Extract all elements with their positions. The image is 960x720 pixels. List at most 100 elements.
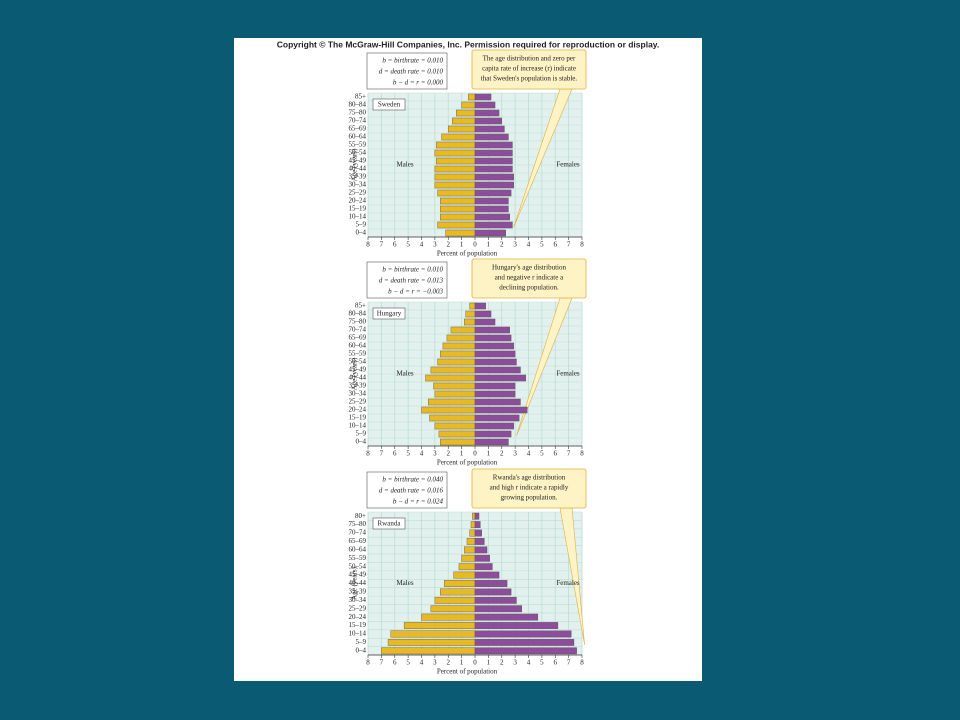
bar — [474, 149, 513, 157]
x-tick-label: 2 — [500, 241, 504, 249]
bar — [466, 538, 476, 545]
formula: b − d = r = 0.024 — [393, 498, 444, 506]
callout-text: declining population. — [499, 284, 559, 292]
y-tick-label: 5–9 — [356, 638, 367, 646]
bar — [474, 398, 521, 406]
x-tick-label: 7 — [380, 659, 384, 667]
x-tick-label: 6 — [393, 659, 397, 667]
y-tick-label: 60–64 — [349, 545, 367, 553]
bar — [474, 605, 523, 613]
y-tick-label: 40–44 — [349, 579, 367, 587]
x-tick-label: 2 — [447, 450, 451, 458]
formula-box — [366, 261, 448, 299]
bar — [434, 149, 476, 157]
x-tick-label: 2 — [500, 659, 504, 667]
bar — [474, 133, 509, 141]
country-box — [372, 98, 406, 111]
bar — [440, 205, 476, 213]
bar — [474, 326, 510, 334]
country-label: Sweden — [378, 101, 401, 109]
country-box — [372, 517, 406, 530]
callout-box — [471, 468, 587, 509]
y-tick-label: 55–59 — [349, 141, 367, 149]
bar — [474, 350, 516, 358]
bar — [474, 342, 514, 350]
x-tick-label: 6 — [393, 241, 397, 249]
bar — [474, 630, 572, 638]
bar — [381, 647, 476, 655]
bar — [434, 165, 476, 173]
bar — [430, 366, 476, 374]
bar — [472, 512, 476, 520]
bar — [403, 622, 476, 629]
bar — [421, 406, 476, 414]
y-tick-label: 25–29 — [349, 398, 367, 406]
y-tick-label: 60–64 — [349, 133, 367, 141]
bar — [442, 342, 476, 350]
bar — [474, 563, 493, 571]
x-axis-label: Percent of population — [437, 668, 498, 676]
bar — [434, 390, 476, 398]
y-tick-label: 25–29 — [349, 604, 367, 612]
bar — [469, 302, 476, 310]
x-tick-label: 4 — [527, 241, 531, 249]
x-tick-label: 4 — [420, 241, 424, 249]
y-tick-label: 35–39 — [349, 588, 367, 596]
x-tick-label: 0 — [473, 450, 477, 458]
x-tick-label: 2 — [500, 450, 504, 458]
bar — [437, 189, 476, 197]
x-tick-label: 0 — [473, 659, 477, 667]
x-tick-label: 5 — [406, 241, 410, 249]
y-axis-label: Age (years) — [351, 566, 359, 600]
bar — [474, 638, 575, 646]
x-axis-label: Percent of population — [437, 250, 498, 258]
y-tick-label: 65–69 — [349, 334, 367, 342]
bar — [446, 334, 476, 342]
bar — [421, 613, 476, 621]
x-tick-label: 4 — [420, 450, 424, 458]
x-tick-label: 3 — [513, 659, 517, 667]
series-label: Males — [396, 161, 413, 169]
x-tick-label: 6 — [554, 450, 558, 458]
y-tick-label: 20–24 — [349, 406, 367, 414]
x-tick-label: 5 — [406, 659, 410, 667]
y-tick-label: 0–4 — [356, 646, 367, 654]
y-tick-label: 5–9 — [356, 221, 367, 229]
y-tick-label: 65–69 — [349, 537, 367, 545]
y-tick-label: 15–19 — [349, 621, 367, 629]
callout-text: that Sweden's population is stable. — [481, 75, 578, 83]
bar — [474, 596, 517, 604]
formula-box — [366, 471, 448, 509]
y-tick-label: 70–74 — [349, 326, 367, 334]
y-tick-label: 75–80 — [349, 109, 367, 117]
y-tick-label: 25–29 — [349, 189, 367, 197]
x-tick-label: 4 — [420, 659, 424, 667]
bar — [474, 302, 486, 310]
bar — [474, 390, 516, 398]
country-label: Hungary — [377, 310, 402, 318]
formula: d = death rate = 0.013 — [379, 277, 444, 285]
x-tick-label: 8 — [366, 450, 370, 458]
series-label: Males — [396, 579, 413, 587]
bar — [430, 605, 476, 613]
bar — [464, 546, 476, 554]
y-tick-label: 45–49 — [349, 366, 367, 374]
formula: b − d = r = 0.000 — [393, 79, 444, 87]
series-label: Females — [556, 370, 580, 378]
y-tick-label: 70–74 — [349, 529, 367, 537]
bar — [474, 512, 480, 520]
bar — [390, 630, 476, 638]
x-tick-label: 8 — [366, 659, 370, 667]
y-tick-label: 40–44 — [349, 165, 367, 173]
callout-text: Rwanda's age distribution — [493, 474, 566, 482]
x-tick-label: 3 — [433, 659, 437, 667]
bar — [474, 374, 527, 382]
bar — [453, 571, 476, 579]
callout-text: and negative r indicate a — [495, 274, 564, 282]
y-tick-label: 55–59 — [349, 350, 367, 358]
series-label: Females — [556, 161, 580, 169]
bar — [465, 310, 476, 318]
bar — [474, 382, 516, 390]
x-tick-label: 7 — [567, 450, 571, 458]
bar — [469, 529, 476, 537]
